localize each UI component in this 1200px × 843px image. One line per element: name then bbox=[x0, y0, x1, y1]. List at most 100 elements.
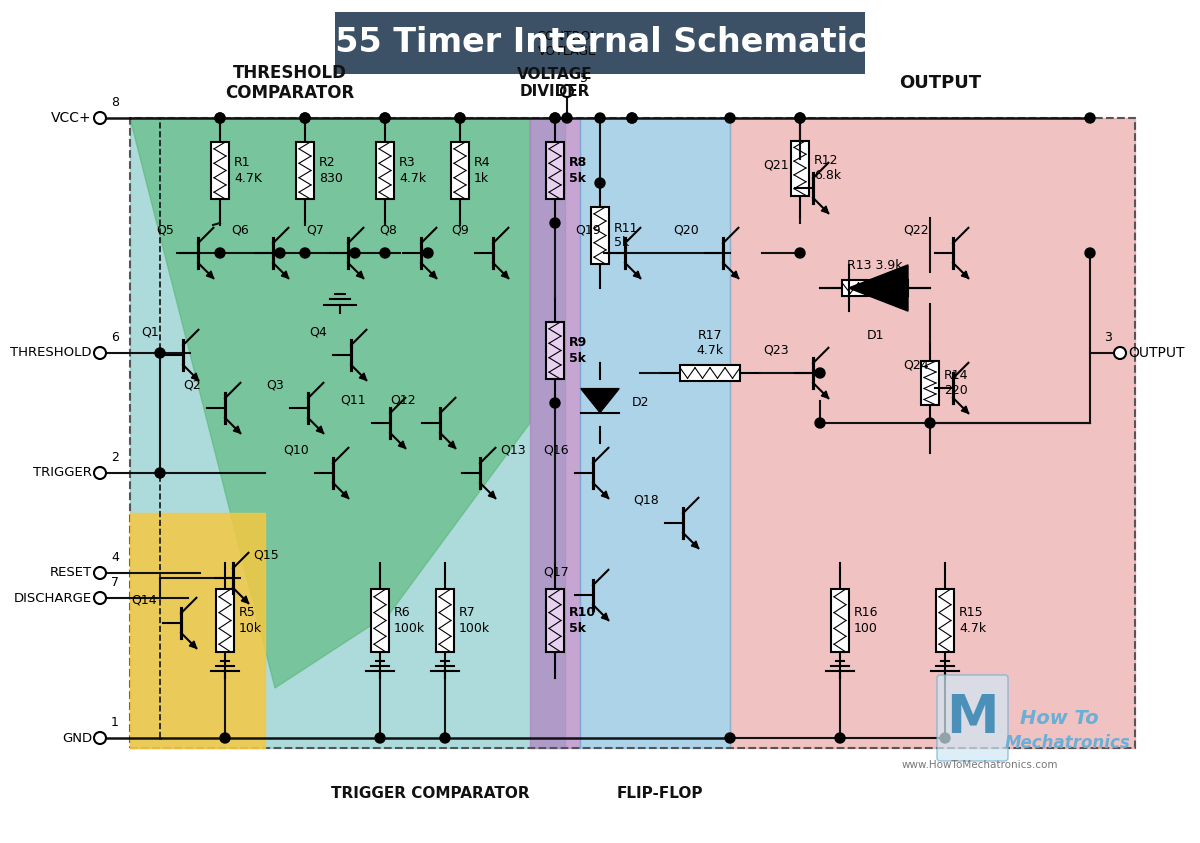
Circle shape bbox=[725, 113, 734, 123]
Bar bbox=[335, 12, 865, 74]
Text: OUTPUT: OUTPUT bbox=[899, 74, 982, 92]
Text: Q9: Q9 bbox=[451, 223, 469, 236]
Circle shape bbox=[1085, 113, 1096, 123]
Polygon shape bbox=[731, 271, 738, 278]
Circle shape bbox=[380, 113, 390, 123]
Text: R11
5k: R11 5k bbox=[614, 222, 638, 250]
Circle shape bbox=[215, 113, 226, 123]
Bar bbox=[211, 142, 229, 200]
Bar bbox=[371, 589, 389, 652]
Circle shape bbox=[380, 113, 390, 123]
Circle shape bbox=[94, 592, 106, 604]
Polygon shape bbox=[848, 265, 908, 311]
Text: 8: 8 bbox=[112, 96, 119, 109]
Text: R17
4.7k: R17 4.7k bbox=[696, 329, 724, 357]
Bar bbox=[791, 141, 809, 196]
Text: RESET: RESET bbox=[50, 566, 92, 579]
Polygon shape bbox=[530, 118, 580, 748]
Circle shape bbox=[380, 248, 390, 258]
Text: Q11: Q11 bbox=[341, 393, 366, 406]
Text: R12
6.8k: R12 6.8k bbox=[814, 154, 841, 182]
Circle shape bbox=[275, 248, 286, 258]
Circle shape bbox=[595, 113, 605, 123]
Text: www.HowToMechatronics.com: www.HowToMechatronics.com bbox=[901, 760, 1058, 770]
Text: FLIP-FLOP: FLIP-FLOP bbox=[617, 786, 703, 801]
Text: R5
10k: R5 10k bbox=[239, 606, 262, 635]
Polygon shape bbox=[281, 271, 288, 278]
Text: Q22: Q22 bbox=[904, 223, 929, 236]
Polygon shape bbox=[601, 491, 608, 498]
Circle shape bbox=[350, 248, 360, 258]
Polygon shape bbox=[581, 389, 619, 412]
Circle shape bbox=[796, 113, 805, 123]
Circle shape bbox=[562, 85, 574, 97]
Text: 4: 4 bbox=[112, 551, 119, 564]
Polygon shape bbox=[961, 271, 968, 278]
Circle shape bbox=[562, 113, 572, 123]
Bar bbox=[830, 589, 850, 652]
Text: VOLTAGE
DIVIDER: VOLTAGE DIVIDER bbox=[517, 67, 593, 99]
Circle shape bbox=[925, 418, 935, 428]
Text: R10
5k: R10 5k bbox=[569, 606, 596, 635]
Circle shape bbox=[94, 347, 106, 359]
Text: Q21: Q21 bbox=[763, 158, 790, 171]
Circle shape bbox=[550, 113, 560, 123]
Circle shape bbox=[815, 418, 826, 428]
Polygon shape bbox=[359, 373, 366, 380]
Text: R15
4.7k: R15 4.7k bbox=[959, 606, 986, 635]
Text: R9
5k: R9 5k bbox=[569, 336, 587, 364]
Bar bbox=[842, 280, 908, 296]
Text: 3: 3 bbox=[1104, 331, 1112, 344]
Text: 1: 1 bbox=[112, 716, 119, 729]
Circle shape bbox=[628, 113, 637, 123]
Text: Mechatronics: Mechatronics bbox=[1006, 734, 1130, 752]
Polygon shape bbox=[241, 596, 248, 604]
Circle shape bbox=[94, 567, 106, 579]
Circle shape bbox=[550, 218, 560, 228]
Bar bbox=[130, 118, 1135, 748]
Text: Q19: Q19 bbox=[576, 223, 601, 236]
Circle shape bbox=[220, 733, 230, 743]
FancyBboxPatch shape bbox=[937, 675, 1008, 761]
Circle shape bbox=[550, 113, 560, 123]
Text: R16
100: R16 100 bbox=[854, 606, 878, 635]
Text: 7: 7 bbox=[112, 576, 119, 589]
Text: D2: D2 bbox=[632, 396, 649, 410]
Text: 5: 5 bbox=[580, 72, 588, 85]
Circle shape bbox=[155, 348, 166, 358]
Bar bbox=[680, 365, 740, 381]
Circle shape bbox=[424, 248, 433, 258]
Polygon shape bbox=[206, 271, 214, 278]
Text: THRESHOLD: THRESHOLD bbox=[11, 346, 92, 359]
Polygon shape bbox=[691, 541, 698, 548]
Text: TRIGGER COMPARATOR: TRIGGER COMPARATOR bbox=[331, 786, 529, 801]
Bar bbox=[592, 207, 610, 265]
Polygon shape bbox=[821, 391, 828, 398]
Polygon shape bbox=[130, 118, 530, 688]
Text: Q1: Q1 bbox=[142, 325, 160, 338]
Circle shape bbox=[550, 398, 560, 408]
Bar bbox=[436, 589, 454, 652]
Circle shape bbox=[1085, 248, 1096, 258]
Polygon shape bbox=[356, 271, 364, 278]
Bar bbox=[376, 142, 394, 200]
Text: Q17: Q17 bbox=[544, 565, 569, 578]
Circle shape bbox=[300, 113, 310, 123]
Polygon shape bbox=[961, 406, 968, 413]
Circle shape bbox=[796, 113, 805, 123]
Circle shape bbox=[374, 733, 385, 743]
Text: 555 Timer Internal Schematics: 555 Timer Internal Schematics bbox=[312, 26, 888, 60]
Bar bbox=[922, 361, 940, 405]
Bar bbox=[216, 589, 234, 652]
Text: CONTROL
VOTLAGE: CONTROL VOTLAGE bbox=[536, 30, 598, 58]
Polygon shape bbox=[130, 513, 265, 748]
Text: R7
100k: R7 100k bbox=[458, 606, 490, 635]
Text: THRESHOLD
COMPARATOR: THRESHOLD COMPARATOR bbox=[226, 63, 355, 102]
Text: OUTPUT: OUTPUT bbox=[1128, 346, 1184, 360]
Circle shape bbox=[595, 178, 605, 188]
Bar bbox=[936, 589, 954, 652]
Text: Q12: Q12 bbox=[390, 393, 416, 406]
Text: Q7: Q7 bbox=[306, 223, 324, 236]
Polygon shape bbox=[730, 118, 1135, 748]
Text: Q2: Q2 bbox=[184, 379, 202, 391]
